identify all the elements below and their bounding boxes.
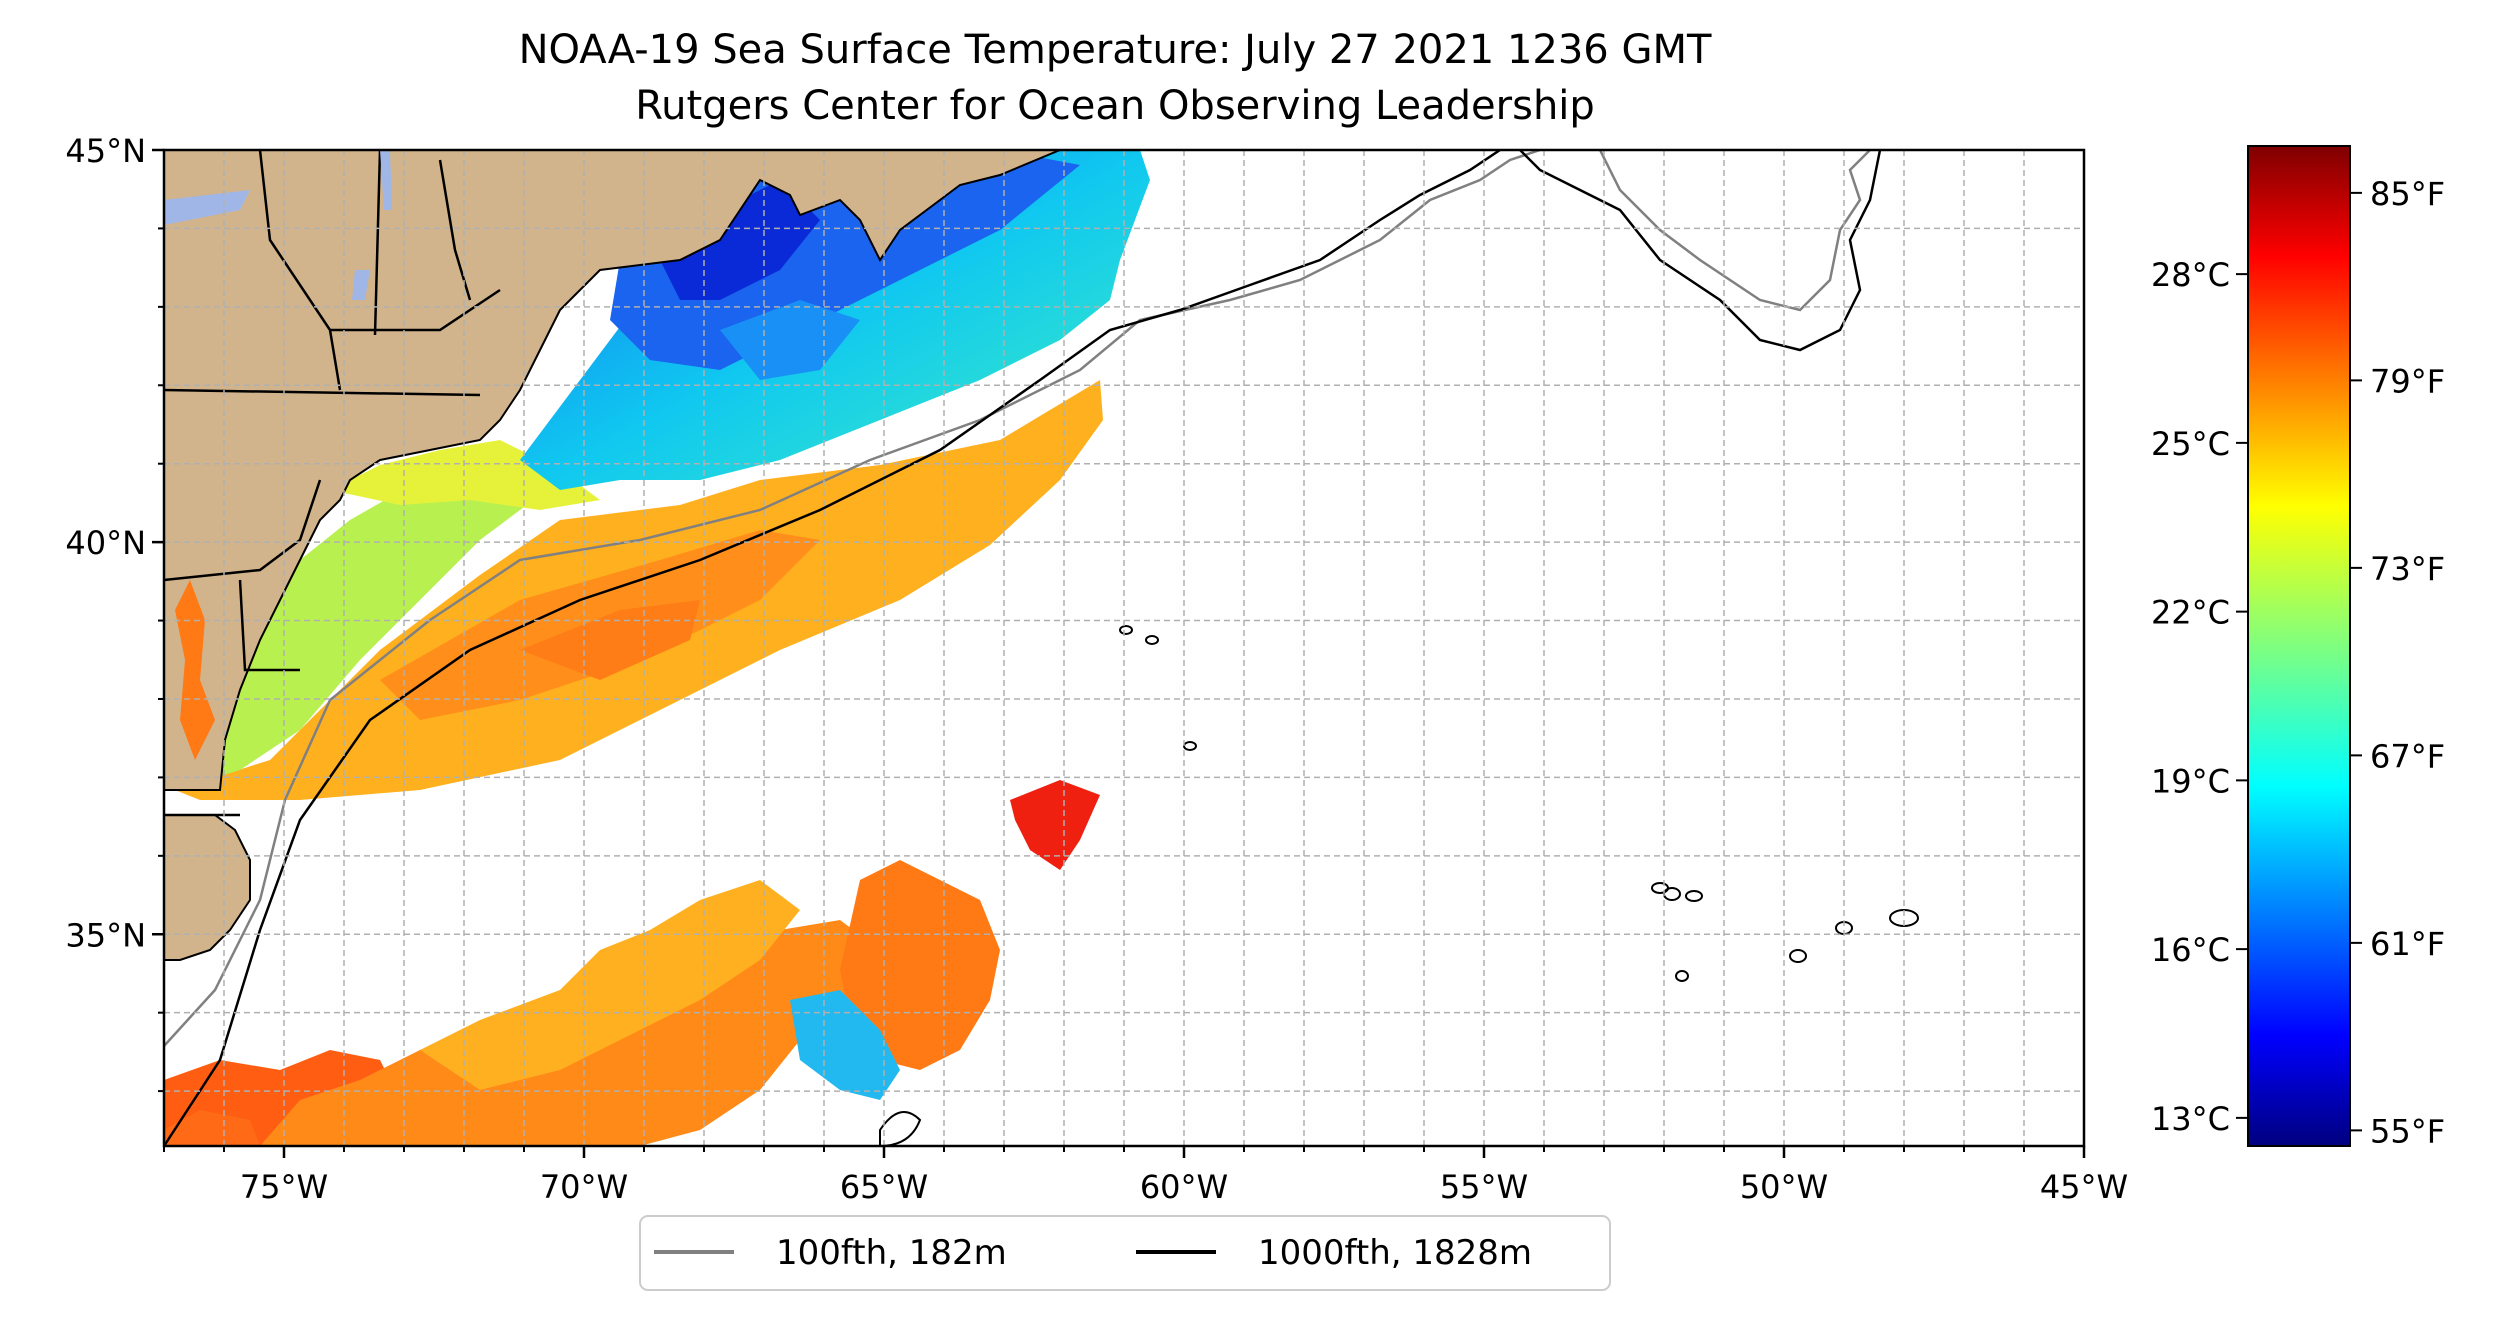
lat-axis: 35°N 40°N 45°N xyxy=(65,132,164,1093)
lat-tick-label: 40°N xyxy=(65,524,146,562)
gridlines xyxy=(164,150,2084,1146)
legend: 100fth, 182m 1000fth, 1828m xyxy=(639,1215,1611,1291)
colorbar-celsius-label: 13°C xyxy=(2151,1100,2230,1138)
colorbar-fahrenheit-label: 67°F xyxy=(2370,737,2445,775)
legend-box xyxy=(639,1215,1611,1291)
sst-map xyxy=(164,150,2084,1146)
lon-tick-label: 45°W xyxy=(2040,1168,2128,1206)
colorbar-fahrenheit-label: 73°F xyxy=(2370,550,2445,588)
lon-tick-label: 70°W xyxy=(540,1168,628,1206)
map-title: NOAA-19 Sea Surface Temperature: July 27… xyxy=(518,27,1712,73)
colorbar-celsius-label: 22°C xyxy=(2151,594,2230,632)
carolina-coast xyxy=(164,814,251,961)
map-subtitle: Rutgers Center for Ocean Observing Leade… xyxy=(635,83,1595,129)
isobath-1000fth xyxy=(164,150,1882,1146)
lon-axis: 75°W 70°W 65°W 60°W 55°W 50°W 45°W xyxy=(163,1146,2128,1206)
colorbar: 28°C 25°C 22°C 19°C 16°C 13°C 85°F 79°F 73°F 67°… xyxy=(2151,145,2445,1150)
chesapeake-bay xyxy=(175,580,215,760)
colorbar-celsius-label: 16°C xyxy=(2151,931,2230,969)
colorbar-celsius-label: 28°C xyxy=(2151,256,2230,294)
colorbar-fahrenheit-axis: 85°F 79°F 73°F 67°F 61°F 55°F xyxy=(2350,175,2445,1150)
lon-tick-label: 65°W xyxy=(840,1168,928,1206)
colorbar-fahrenheit-label: 85°F xyxy=(2370,175,2445,213)
colorbar-gradient xyxy=(2248,146,2350,1146)
lon-tick-label: 55°W xyxy=(1440,1168,1528,1206)
isobath-100fth xyxy=(164,150,1871,1047)
legend-label-100fth: 100fth, 182m xyxy=(776,1233,1007,1273)
state-borders xyxy=(164,150,501,817)
colorbar-celsius-label: 19°C xyxy=(2151,762,2230,800)
lon-tick-label: 50°W xyxy=(1740,1168,1828,1206)
colorbar-fahrenheit-label: 55°F xyxy=(2370,1112,2445,1150)
colorbar-fahrenheit-label: 61°F xyxy=(2370,925,2445,963)
lakes xyxy=(164,150,392,300)
legend-label-1000fth: 1000fth, 1828m xyxy=(1258,1233,1532,1273)
colorbar-frame xyxy=(2247,145,2351,1147)
lat-tick-label: 35°N xyxy=(65,916,146,954)
lat-tick-label: 45°N xyxy=(65,132,146,170)
lon-tick-label: 60°W xyxy=(1140,1168,1228,1206)
colorbar-fahrenheit-label: 79°F xyxy=(2370,362,2445,400)
colorbar-celsius-axis: 28°C 25°C 22°C 19°C 16°C 13°C xyxy=(2151,256,2248,1138)
lon-tick-label: 75°W xyxy=(240,1168,328,1206)
colorbar-celsius-label: 25°C xyxy=(2151,425,2230,463)
land-mass xyxy=(164,150,1061,791)
